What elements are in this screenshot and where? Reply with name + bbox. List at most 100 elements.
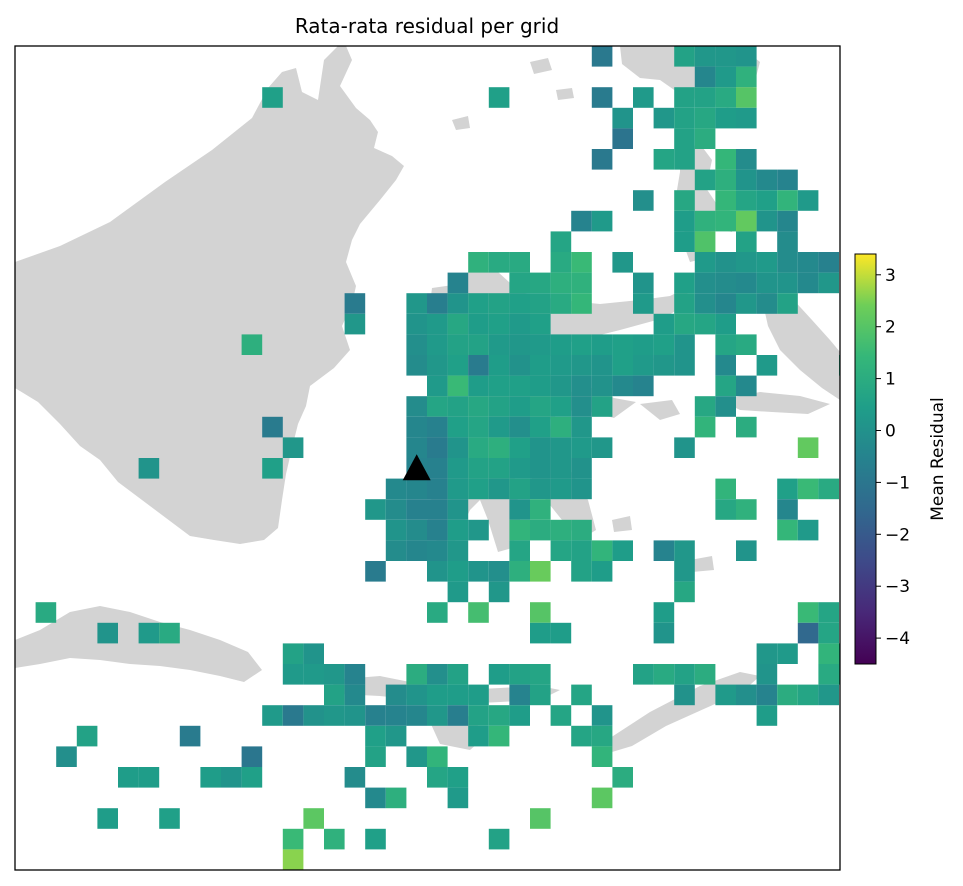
grid-cell-306 <box>385 684 407 706</box>
grid-cell-119 <box>550 334 572 355</box>
grid-cell-204 <box>550 458 572 479</box>
grid-cell-101 <box>427 313 448 335</box>
grid-cell-265 <box>674 581 695 603</box>
grid-cell-346 <box>241 746 263 767</box>
grid-cell-64 <box>756 252 778 273</box>
grid-cell-29 <box>736 149 757 170</box>
grid-cell-198 <box>427 458 448 479</box>
grid-cell-320 <box>818 684 839 706</box>
grid-cell-157 <box>736 375 757 397</box>
grid-cell-206 <box>385 478 407 500</box>
grid-cell-62 <box>715 252 736 273</box>
grid-cell-113 <box>427 334 448 355</box>
grid-cell-372 <box>282 849 304 870</box>
grid-cell-72 <box>571 272 592 294</box>
grid-cell-270 <box>653 602 675 623</box>
grid-cell-227 <box>715 499 736 520</box>
grid-cell-277 <box>550 622 572 644</box>
grid-cell-218 <box>797 478 819 500</box>
grid-cell-330 <box>447 705 469 726</box>
grid-cell-322 <box>282 705 304 726</box>
land-papua <box>760 290 840 400</box>
grid-cell-354 <box>221 767 242 788</box>
grid-cell-137 <box>591 355 613 376</box>
grid-cell-69 <box>509 272 530 294</box>
grid-cell-190 <box>550 437 572 458</box>
colorbar-tick-label-3: 0 <box>885 422 896 442</box>
grid-cell-82 <box>344 293 366 314</box>
grid-cell-58 <box>550 252 572 273</box>
grid-cell-316 <box>736 684 757 706</box>
grid-cell-271 <box>797 602 819 623</box>
grid-cell-118 <box>530 334 551 355</box>
grid-cell-295 <box>509 664 530 685</box>
grid-cell-132 <box>488 355 510 376</box>
grid-cell-180 <box>694 416 716 438</box>
grid-cell-175 <box>488 416 510 438</box>
grid-cell-296 <box>530 664 551 685</box>
grid-cell-153 <box>591 375 613 397</box>
grid-cell-237 <box>550 519 572 541</box>
grid-cell-140 <box>653 355 675 376</box>
colorbar-label: Mean Residual <box>928 397 948 521</box>
grid-cell-209 <box>447 478 469 500</box>
grid-cell-81 <box>818 272 839 294</box>
grid-cell-248 <box>591 540 613 561</box>
grid-cell-8 <box>262 87 283 108</box>
grid-cell-279 <box>797 622 819 644</box>
grid-cell-166 <box>571 396 592 417</box>
grid-cell-339 <box>365 725 386 747</box>
grid-cell-340 <box>385 725 407 747</box>
grid-cell-70 <box>530 272 551 294</box>
grid-cell-27 <box>674 149 695 170</box>
colorbar-tick-label-6: −3 <box>885 577 910 597</box>
land-borneo <box>15 46 404 544</box>
grid-cell-73 <box>633 272 654 294</box>
grid-cell-256 <box>468 561 489 582</box>
grid-cell-223 <box>427 499 448 520</box>
grid-cell-24 <box>694 128 716 149</box>
station-marker-triangle <box>402 454 431 481</box>
grid-cell-156 <box>715 375 736 397</box>
grid-cell-304 <box>324 684 345 706</box>
grid-cell-181 <box>736 416 757 438</box>
grid-cell-94 <box>694 293 716 314</box>
grid-cell-347 <box>365 746 386 767</box>
grid-cell-332 <box>488 705 510 726</box>
grid-cell-310 <box>468 684 489 706</box>
grid-cell-60 <box>612 252 633 273</box>
grid-cell-282 <box>303 643 324 664</box>
grid-cell-112 <box>406 334 427 355</box>
grid-cell-336 <box>756 705 778 726</box>
grid-cell-43 <box>591 210 613 232</box>
grid-cell-1 <box>674 46 695 67</box>
grid-cell-249 <box>612 540 633 561</box>
grid-cell-25 <box>591 149 613 170</box>
grid-cell-99 <box>344 313 366 335</box>
grid-cell-0 <box>591 46 613 67</box>
grid-cell-229 <box>777 499 798 520</box>
grid-cell-138 <box>612 355 633 376</box>
grid-cell-84 <box>427 293 448 314</box>
grid-cell-117 <box>509 334 530 355</box>
grid-cell-93 <box>674 293 695 314</box>
grid-cell-298 <box>653 664 675 685</box>
grid-cell-28 <box>715 149 736 170</box>
grid-cell-77 <box>736 272 757 294</box>
grid-cell-242 <box>406 540 427 561</box>
grid-cell-369 <box>324 828 345 850</box>
grid-cell-259 <box>530 561 551 582</box>
grid-cell-243 <box>427 540 448 561</box>
grid-cell-326 <box>365 705 386 726</box>
grid-cell-168 <box>694 396 716 417</box>
grid-cell-278 <box>653 622 675 644</box>
grid-cell-308 <box>427 684 448 706</box>
grid-cell-303 <box>839 664 840 685</box>
grid-cell-48 <box>756 210 778 232</box>
grid-cell-155 <box>633 375 654 397</box>
grid-cell-351 <box>118 767 139 788</box>
grid-cell-124 <box>653 334 675 355</box>
grid-cell-134 <box>530 355 551 376</box>
grid-cell-147 <box>468 375 489 397</box>
grid-cell-142 <box>715 355 736 376</box>
